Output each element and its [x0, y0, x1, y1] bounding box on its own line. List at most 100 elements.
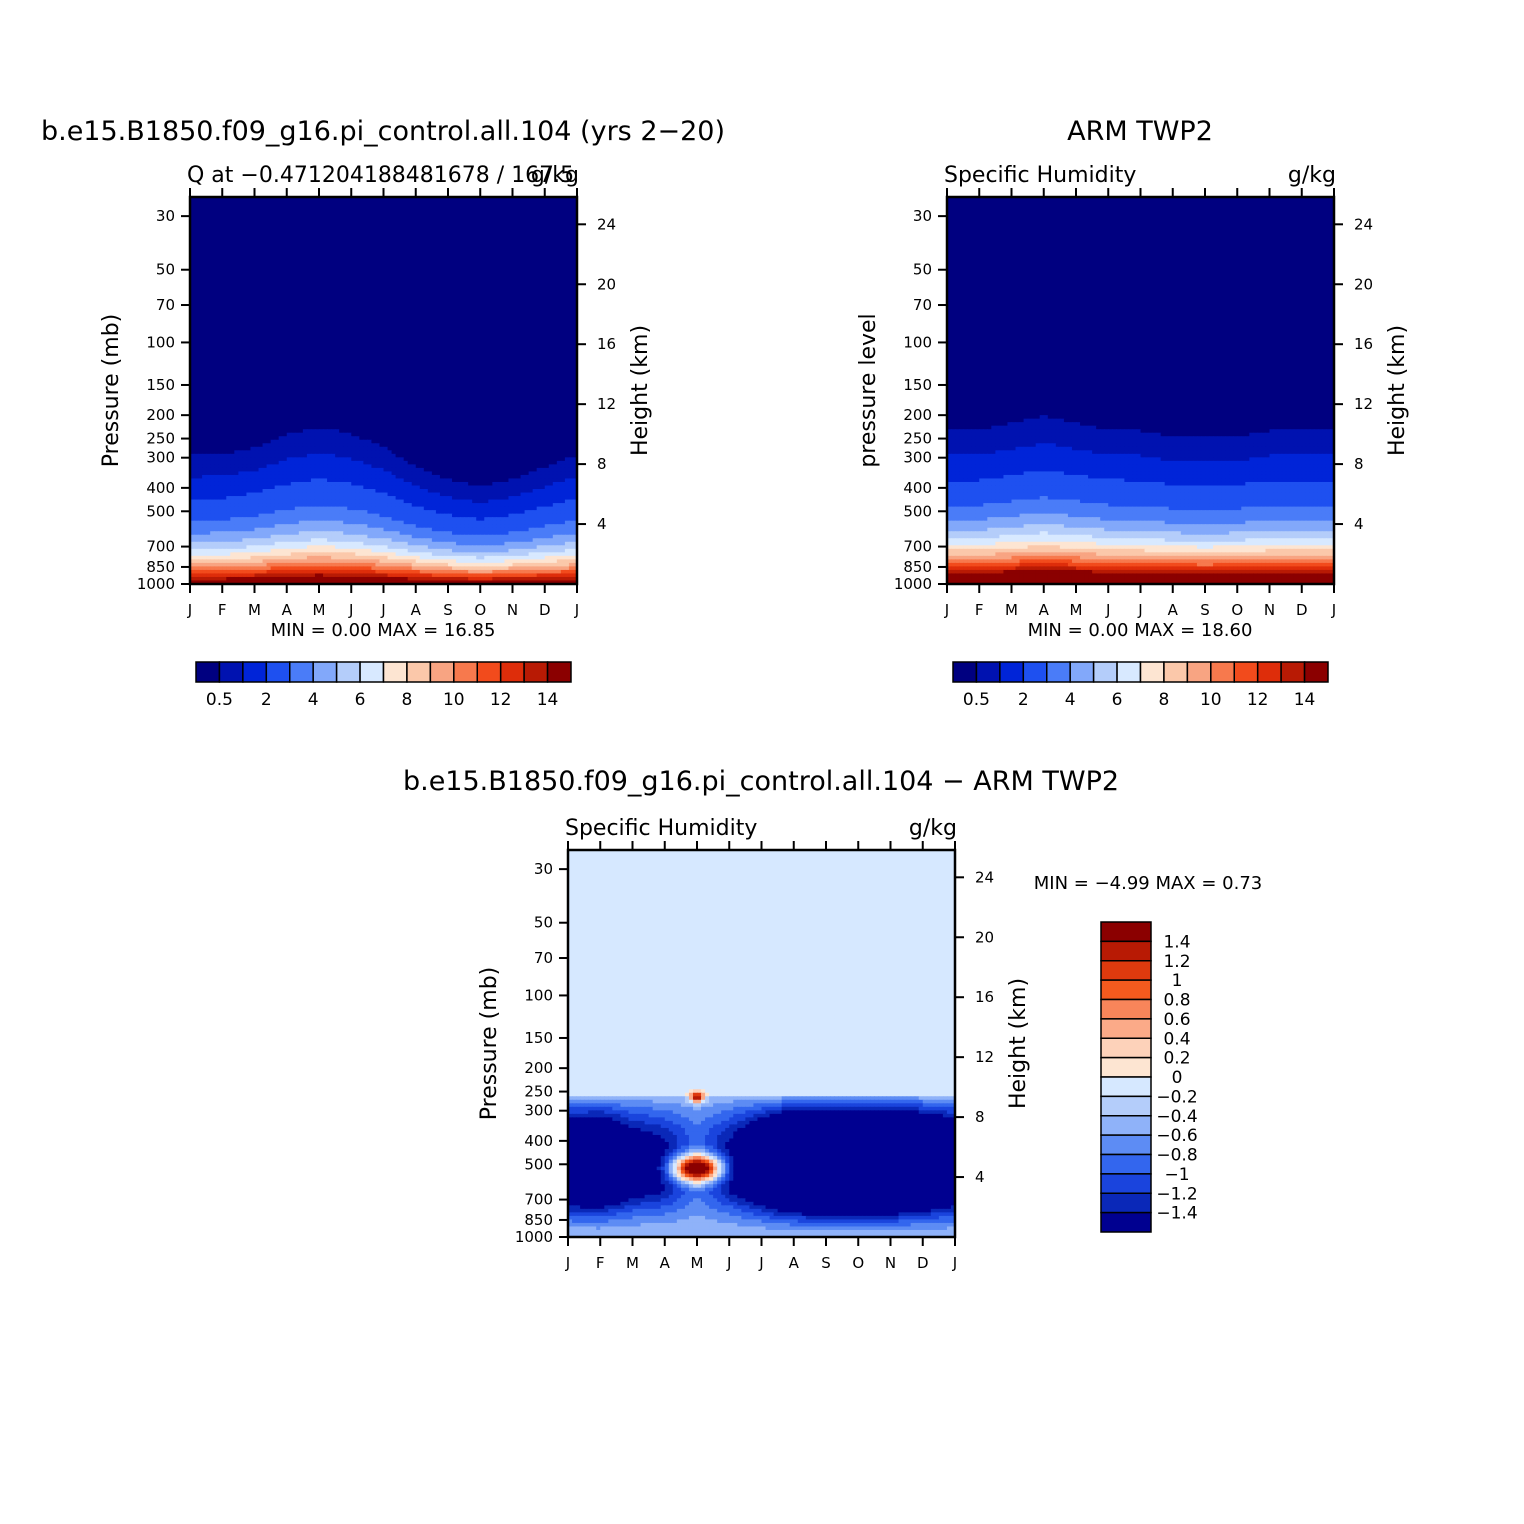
contour-cell [259, 222, 264, 226]
contour-cell [468, 271, 473, 275]
contour-cell [351, 281, 356, 285]
contour-cell [202, 278, 207, 282]
contour-cell [311, 331, 316, 335]
contour-cell [375, 253, 380, 257]
contour-cell [492, 306, 497, 310]
contour-cell [504, 222, 509, 226]
contour-cell [299, 288, 304, 292]
contour-cell [448, 250, 453, 254]
contour-cell [295, 236, 300, 240]
contour-cell [210, 334, 215, 338]
contour-cell [375, 355, 380, 359]
contour-cell [404, 292, 409, 296]
contour-cell [432, 299, 437, 303]
contour-cell [476, 274, 481, 278]
contour-cell [521, 334, 526, 338]
contour-cell [448, 306, 453, 310]
contour-cell [214, 362, 219, 366]
contour-cell [388, 211, 393, 215]
contour-cell [283, 338, 288, 342]
contour-cell [464, 232, 469, 236]
contour-cell [416, 310, 421, 314]
contour-cell [428, 373, 433, 377]
contour-cell [259, 229, 264, 233]
contour-cell [440, 362, 445, 366]
contour-cell [202, 239, 207, 243]
contour-cell [323, 338, 328, 342]
contour-cell [230, 317, 235, 321]
contour-cell [440, 201, 445, 205]
contour-cell [448, 366, 453, 370]
contour-cell [557, 211, 562, 215]
contour-cell [371, 296, 376, 300]
contour-cell [488, 222, 493, 226]
contour-cell [464, 250, 469, 254]
contour-cell [307, 369, 312, 373]
contour-cell [541, 246, 546, 250]
contour-cell [194, 246, 199, 250]
contour-cell [420, 320, 425, 324]
contour-cell [234, 320, 239, 324]
contour-cell [194, 232, 199, 236]
contour-cell [384, 303, 389, 307]
contour-cell [541, 218, 546, 222]
contour-cell [432, 362, 437, 366]
contour-cell [557, 359, 562, 363]
contour-cell [359, 278, 364, 282]
contour-cell [436, 246, 441, 250]
contour-cell [315, 267, 320, 271]
contour-cell [238, 352, 243, 356]
contour-cell [496, 352, 501, 356]
contour-cell [513, 299, 518, 303]
contour-cell [456, 215, 461, 219]
contour-cell [416, 260, 421, 264]
contour-cell [283, 243, 288, 247]
contour-cell [246, 313, 251, 317]
contour-cell [468, 317, 473, 321]
contour-cell [492, 310, 497, 314]
contour-cell [238, 296, 243, 300]
contour-cell [388, 331, 393, 335]
contour-cell [521, 243, 526, 247]
contour-cell [388, 296, 393, 300]
contour-cell [452, 324, 457, 328]
contour-cell [246, 352, 251, 356]
contour-cell [283, 222, 288, 226]
contour-cell [206, 338, 211, 342]
contour-cell [275, 218, 280, 222]
contour-cell [517, 211, 522, 215]
contour-cell [549, 303, 554, 307]
contour-cell [517, 306, 522, 310]
contour-cell [367, 292, 372, 296]
contour-cell [230, 376, 235, 380]
contour-cell [351, 271, 356, 275]
contour-cell [295, 306, 300, 310]
contour-cell [339, 313, 344, 317]
contour-cell [400, 334, 405, 338]
contour-cell [569, 222, 574, 226]
contour-cell [557, 257, 562, 261]
contour-cell [246, 373, 251, 377]
contour-cell [504, 317, 509, 321]
contour-cell [444, 232, 449, 236]
contour-cell [396, 257, 401, 261]
contour-cell [549, 218, 554, 222]
contour-cell [408, 352, 413, 356]
contour-cell [242, 292, 247, 296]
contour-cell [521, 229, 526, 233]
contour-cell [255, 324, 260, 328]
contour-cell [315, 215, 320, 219]
contour-cell [295, 331, 300, 335]
contour-cell [303, 285, 308, 289]
contour-cell [533, 306, 538, 310]
contour-cell [488, 211, 493, 215]
contour-cell [331, 236, 336, 240]
contour-cell [246, 310, 251, 314]
contour-cell [460, 225, 465, 229]
contour-cell [222, 201, 227, 205]
contour-cell [400, 278, 405, 282]
contour-cell [517, 310, 522, 314]
contour-cell [468, 236, 473, 240]
contour-cell [537, 260, 542, 264]
contour-cell [424, 355, 429, 359]
